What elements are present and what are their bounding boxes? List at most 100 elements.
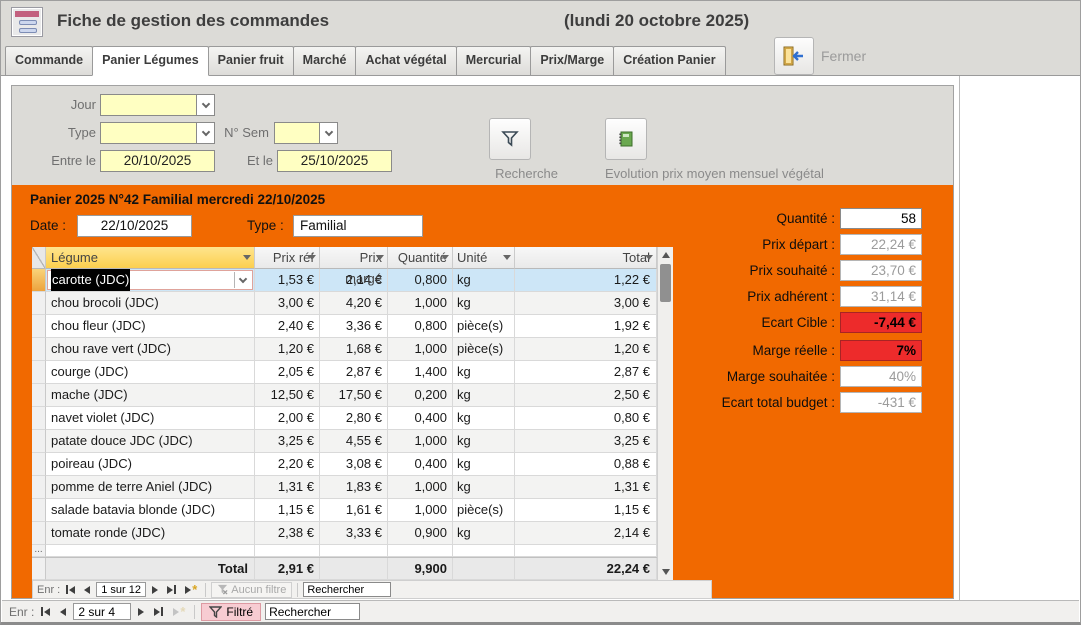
column-dropdown-icon[interactable] (243, 255, 251, 260)
cell-legume[interactable]: patate douce JDC (JDC) (46, 430, 255, 453)
cell-prix-ref[interactable]: 2,38 € (255, 522, 320, 545)
legume-combobox[interactable]: carotte (JDC) (47, 269, 253, 291)
cell-unite[interactable]: pièce(s) (453, 499, 515, 522)
cell-prix-ref[interactable]: 1,15 € (255, 499, 320, 522)
column-dropdown-icon[interactable] (645, 255, 653, 260)
column-header-pmar[interactable]: Prix margé (320, 247, 388, 286)
cell-legume[interactable]: carotte (JDC) (46, 269, 255, 292)
cell-prix-marge[interactable]: 4,20 € (320, 292, 388, 315)
empty-cell[interactable] (453, 545, 515, 557)
column-header-tot[interactable]: Total (515, 247, 657, 269)
cell-unite[interactable]: pièce(s) (453, 338, 515, 361)
cell-prix-ref[interactable]: 3,00 € (255, 292, 320, 315)
jour-combobox[interactable] (100, 94, 215, 116)
row-selector[interactable] (32, 453, 46, 476)
scrollbar-thumb[interactable] (660, 264, 671, 302)
cell-quantite[interactable]: 1,400 (388, 361, 453, 384)
cell-unite[interactable]: kg (453, 384, 515, 407)
empty-cell[interactable] (515, 545, 657, 557)
row-selector[interactable] (32, 499, 46, 522)
tab-commande[interactable]: Commande (5, 46, 94, 75)
cell-total[interactable]: 2,14 € (515, 522, 657, 545)
cell-legume[interactable]: chou brocoli (JDC) (46, 292, 255, 315)
cell-unite[interactable]: kg (453, 269, 515, 292)
row-selector[interactable] (32, 315, 46, 338)
cell-unite[interactable]: kg (453, 430, 515, 453)
cell-prix-marge[interactable]: 3,36 € (320, 315, 388, 338)
first-record-button[interactable] (38, 605, 53, 618)
previous-record-button[interactable] (57, 606, 69, 618)
select-all-cell[interactable] (32, 247, 46, 269)
cell-total[interactable]: 2,50 € (515, 384, 657, 407)
column-dropdown-icon[interactable] (503, 255, 511, 260)
recherche-button[interactable] (489, 118, 531, 160)
date-from-field[interactable]: 20/10/2025 (100, 150, 215, 172)
new-record-marker[interactable]: ... (32, 545, 46, 557)
cell-total[interactable]: 1,31 € (515, 476, 657, 499)
cell-quantite[interactable]: 0,400 (388, 407, 453, 430)
cell-quantite[interactable]: 0,900 (388, 522, 453, 545)
cell-unite[interactable]: kg (453, 407, 515, 430)
cell-legume[interactable]: mache (JDC) (46, 384, 255, 407)
cell-prix-ref[interactable]: 3,25 € (255, 430, 320, 453)
cell-total[interactable]: 1,92 € (515, 315, 657, 338)
panier-type-field[interactable]: Familial (293, 215, 423, 237)
cell-unite[interactable]: kg (453, 361, 515, 384)
subform-search-input[interactable] (303, 582, 392, 597)
row-selector[interactable] (32, 430, 46, 453)
cell-quantite[interactable]: 1,000 (388, 292, 453, 315)
cell-total[interactable]: 2,87 € (515, 361, 657, 384)
cell-unite[interactable]: kg (453, 453, 515, 476)
cell-total[interactable]: 1,15 € (515, 499, 657, 522)
row-selector[interactable] (32, 361, 46, 384)
new-record-button[interactable]: * (182, 583, 200, 596)
cell-prix-ref[interactable]: 2,05 € (255, 361, 320, 384)
dropdown-arrow-icon[interactable] (196, 123, 214, 143)
row-selector[interactable] (32, 522, 46, 545)
tab-mercurial[interactable]: Mercurial (455, 46, 532, 75)
cell-quantite[interactable]: 1,000 (388, 430, 453, 453)
row-selector[interactable] (32, 292, 46, 315)
cell-quantite[interactable]: 1,000 (388, 476, 453, 499)
cell-prix-marge[interactable]: 17,50 € (320, 384, 388, 407)
empty-cell[interactable] (46, 545, 255, 557)
first-record-button[interactable] (63, 583, 78, 596)
cell-total[interactable]: 3,00 € (515, 292, 657, 315)
dropdown-arrow-icon[interactable] (319, 123, 337, 143)
cell-prix-marge[interactable]: 2,87 € (320, 361, 388, 384)
last-record-button[interactable] (164, 583, 179, 596)
cell-prix-ref[interactable]: 2,20 € (255, 453, 320, 476)
table-scrollbar[interactable] (657, 247, 673, 580)
column-header-unit[interactable]: Unité (453, 247, 515, 269)
summary-field-quantit[interactable]: 58 (840, 208, 922, 229)
num-sem-combobox[interactable] (274, 122, 338, 144)
next-record-button[interactable] (149, 584, 161, 596)
cell-total[interactable]: 1,22 € (515, 269, 657, 292)
cell-prix-ref[interactable]: 12,50 € (255, 384, 320, 407)
cell-prix-marge[interactable]: 2,80 € (320, 407, 388, 430)
cell-quantite[interactable]: 0,800 (388, 315, 453, 338)
tab-panier-fruit[interactable]: Panier fruit (207, 46, 294, 75)
cell-prix-marge[interactable]: 1,83 € (320, 476, 388, 499)
cell-unite[interactable]: kg (453, 292, 515, 315)
cell-total[interactable]: 0,88 € (515, 453, 657, 476)
cell-prix-marge[interactable]: 3,33 € (320, 522, 388, 545)
cell-unite[interactable]: kg (453, 476, 515, 499)
cell-prix-marge[interactable]: 4,55 € (320, 430, 388, 453)
cell-legume[interactable]: pomme de terre Aniel (JDC) (46, 476, 255, 499)
cell-quantite[interactable]: 0,200 (388, 384, 453, 407)
row-selector[interactable] (32, 269, 46, 292)
cell-prix-ref[interactable]: 2,40 € (255, 315, 320, 338)
dropdown-arrow-icon[interactable] (196, 95, 214, 115)
cell-legume[interactable]: poireau (JDC) (46, 453, 255, 476)
cell-legume[interactable]: tomate ronde (JDC) (46, 522, 255, 545)
scroll-up-icon[interactable] (658, 247, 674, 263)
cell-unite[interactable]: pièce(s) (453, 315, 515, 338)
row-selector[interactable] (32, 338, 46, 361)
row-selector[interactable] (32, 476, 46, 499)
cell-prix-marge[interactable]: 1,61 € (320, 499, 388, 522)
row-selector[interactable] (32, 407, 46, 430)
cell-prix-marge[interactable]: 1,68 € (320, 338, 388, 361)
empty-cell[interactable] (388, 545, 453, 557)
cell-legume[interactable]: salade batavia blonde (JDC) (46, 499, 255, 522)
